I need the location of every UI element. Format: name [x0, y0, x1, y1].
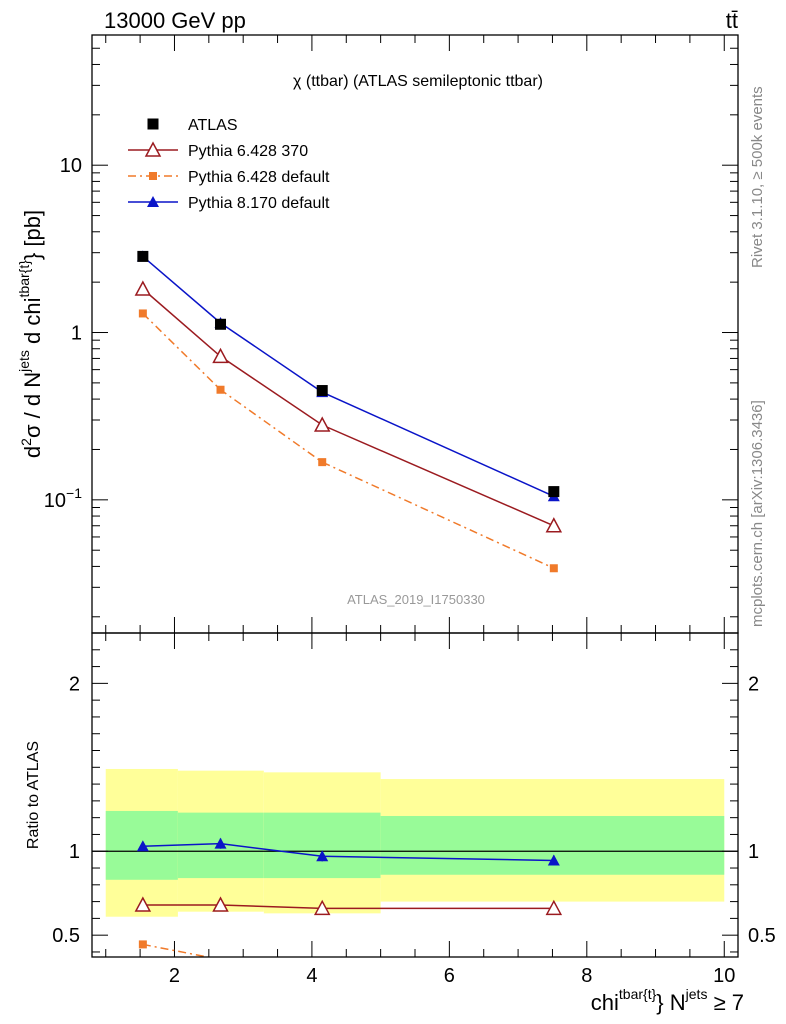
ratio-series-2-point	[214, 837, 227, 849]
legend-label: Pythia 6.428 370	[188, 143, 308, 160]
main-axis-ticks: 10 1 10−1	[44, 34, 738, 633]
process-label: tt̄	[726, 8, 738, 33]
main-plot-marks: 10 1 10−1	[44, 34, 738, 633]
ratio-plot-marks: 2 2 1 1 0.5 0.5 2 4 6 8 10	[52, 633, 776, 987]
ratio-series-0-line	[142, 904, 554, 910]
main-series-0-point	[137, 250, 149, 262]
ratio-series-2-point	[136, 840, 149, 852]
ratio-y-tick-label-right: 2	[748, 673, 759, 695]
source-label: mcplots.cern.ch [arXiv:1306.3436]	[749, 400, 766, 627]
ratio-panel: 2 2 1 1 0.5 0.5 2 4 6 8 10 Ratio to ATLAS chitbar{…	[25, 632, 776, 1015]
main-y-tick-label: 10	[60, 155, 82, 177]
main-series-2-line	[142, 312, 555, 569]
legend-marker	[147, 196, 159, 207]
legend-marker	[144, 141, 162, 157]
x-tick-label: 10	[713, 965, 735, 987]
main-y-tick-label-exponent: −1	[66, 485, 82, 501]
main-series-1-point	[134, 280, 152, 296]
ratio-y-tick-label-right: 1	[748, 841, 759, 863]
rivet-version-label: Rivet 3.1.10, ≥ 500k events	[749, 86, 766, 268]
x-axis-label: chitbar{t}} Njets ≥ 7	[591, 986, 744, 1015]
x-tick-label: 4	[306, 965, 317, 987]
main-series-1-line	[142, 288, 555, 527]
legend-label: Pythia 6.428 default	[188, 169, 330, 186]
legend-label: ATLAS	[188, 117, 238, 134]
main-series-1-point	[313, 416, 331, 432]
ratio-series-0-point	[545, 899, 563, 916]
ratio-y-tick-label: 1	[69, 841, 80, 863]
main-series-0-point	[316, 385, 328, 397]
energy-label: 13000 GeV pp	[104, 8, 246, 33]
main-series-3-line	[142, 255, 555, 497]
legend-marker	[149, 172, 157, 180]
x-tick-label: 2	[169, 965, 180, 987]
ratio-series-1-line	[142, 943, 212, 957]
ratio-series-group	[134, 837, 563, 957]
ratio-axis-ticks: 2 2 1 1 0.5 0.5 2 4 6 8 10	[52, 633, 776, 987]
ratio-series-2-line	[142, 842, 554, 862]
ratio-series-0-point	[313, 899, 331, 916]
main-y-axis-label: d2σ / d Njets d chitbar{t}} [pb]	[16, 210, 45, 458]
main-series-0-point	[548, 486, 560, 498]
main-series-2-point	[318, 458, 327, 467]
x-tick-label: 8	[581, 965, 592, 987]
x-tick-label: 6	[444, 965, 455, 987]
ratio-series-0-point	[212, 896, 229, 912]
ratio-y-tick-label-right: 0.5	[748, 925, 776, 947]
legend: ATLAS Pythia 6.428 370 Pythia 6.428 defaul…	[128, 117, 330, 212]
watermark: ATLAS_2019_I1750330	[347, 592, 485, 607]
ratio-y-axis-label: Ratio to ATLAS	[25, 741, 42, 849]
main-series-2-point	[549, 564, 558, 573]
main-series-2-point	[216, 385, 225, 394]
ratio-series-2-point	[547, 854, 560, 866]
ratio-series-1-point	[138, 940, 147, 949]
ratio-y-tick-label: 0.5	[52, 925, 80, 947]
main-series-2-point	[138, 309, 147, 318]
main-y-axis-label-text: d2σ / d Njets d chitbar{t}} [pb]	[16, 210, 45, 458]
ratio-series-2-point	[316, 850, 329, 862]
main-plot-title: χ (ttbar) (ATLAS semileptonic ttbar)	[293, 73, 543, 90]
legend-label: Pythia 8.170 default	[188, 195, 330, 212]
main-series-1-point	[545, 517, 563, 533]
stat-uncertainty-band	[263, 812, 381, 879]
stat-uncertainty-band	[380, 815, 725, 875]
uncertainty-bands	[105, 768, 725, 917]
main-y-tick-label: 1	[71, 323, 82, 345]
legend-marker	[147, 118, 159, 130]
main-panel: 10 1 10−1 χ (ttbar) (ATLAS semileptonic tt…	[16, 34, 739, 634]
main-series-1-point	[212, 347, 229, 364]
ratio-frame	[91, 632, 739, 958]
ratio-series-0-point	[134, 896, 152, 912]
ratio-y-tick-label: 2	[69, 673, 80, 695]
x-axis-label-text: chitbar{t}} Njets ≥ 7	[591, 986, 744, 1015]
main-y-tick-label: 10−1	[44, 485, 82, 512]
main-series-0-point	[215, 318, 227, 330]
